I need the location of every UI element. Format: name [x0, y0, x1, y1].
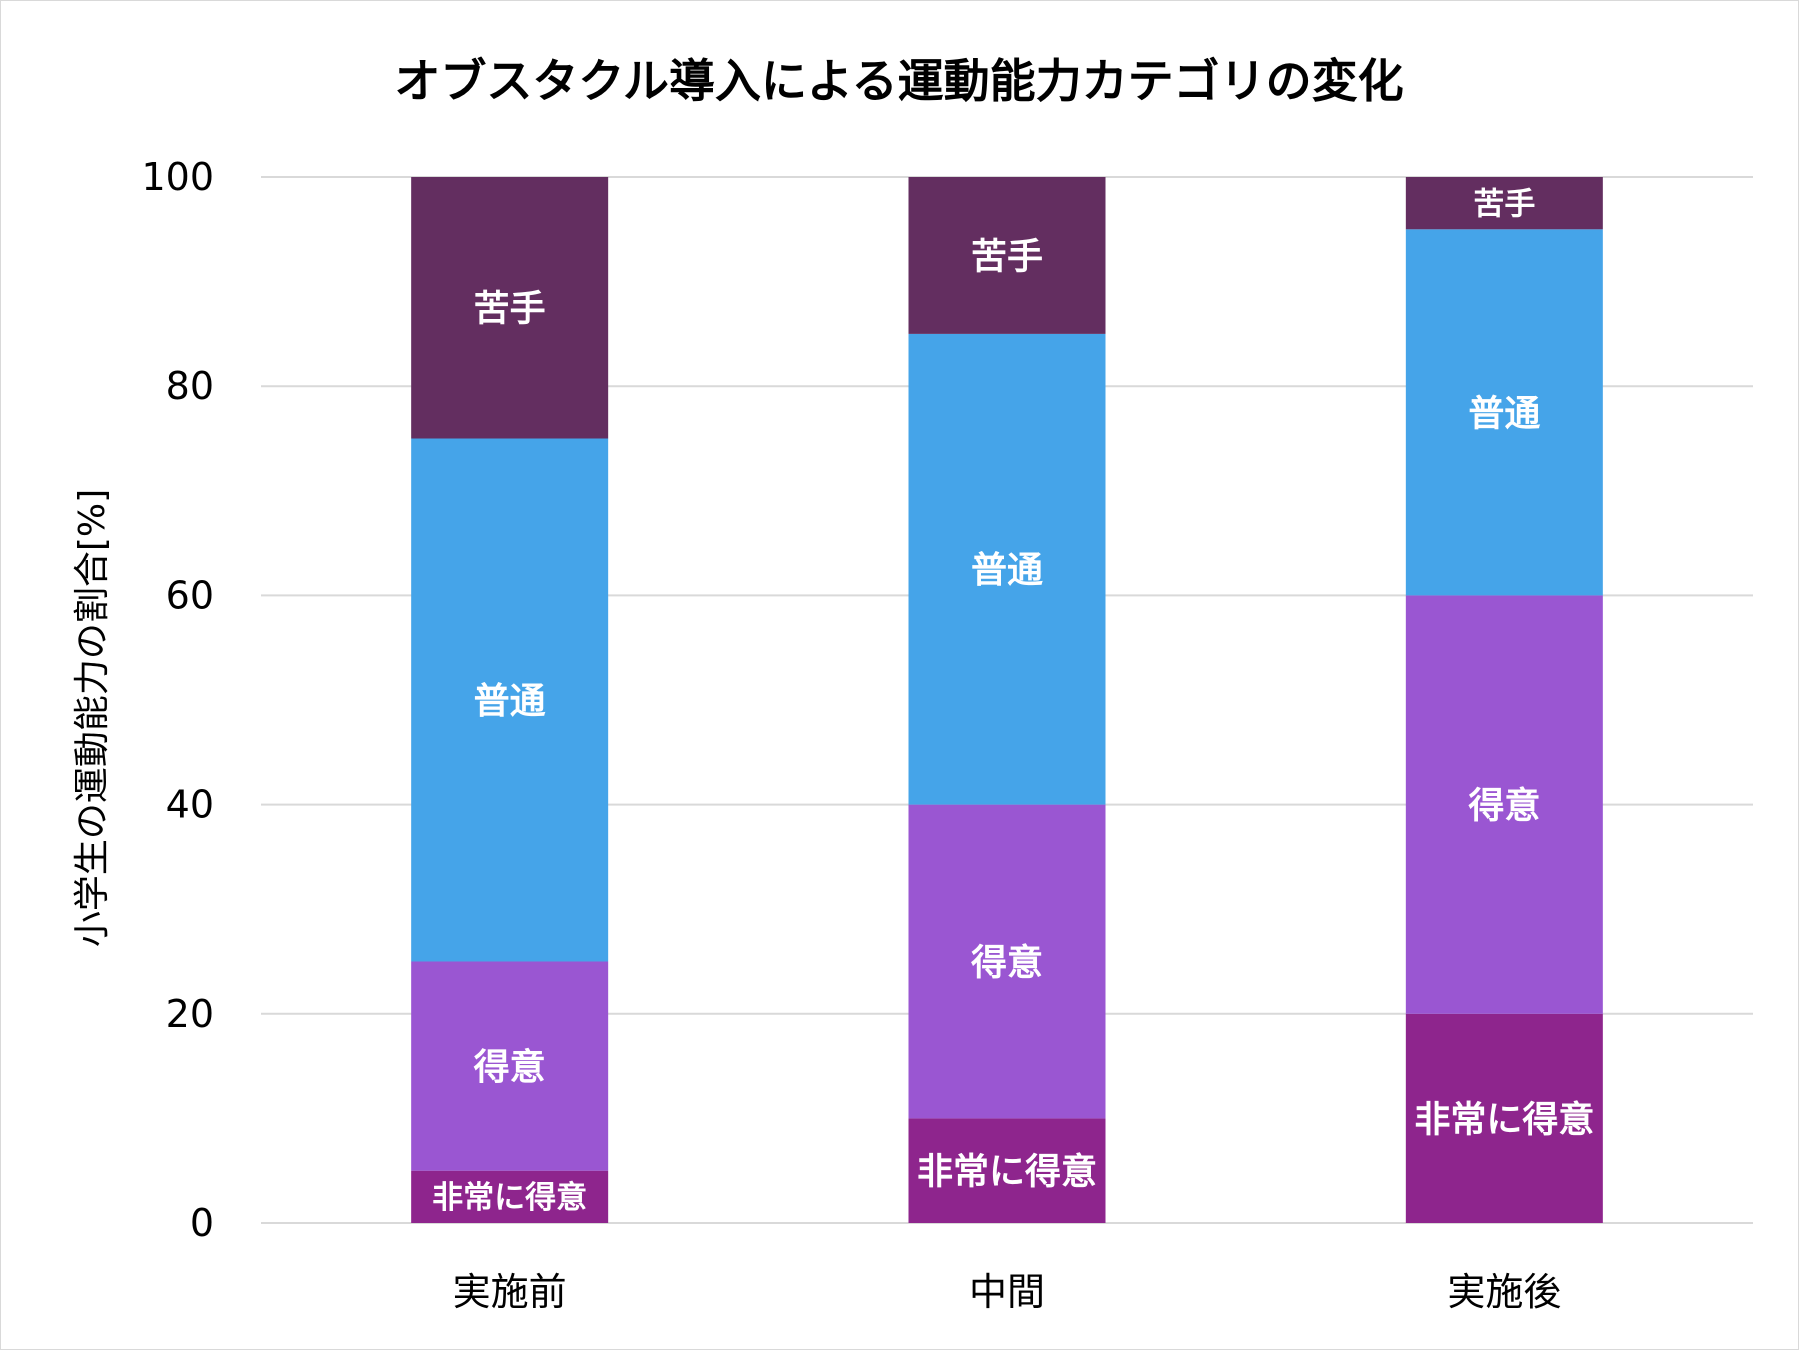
y-tick-label: 100 — [141, 155, 214, 199]
bar-segment — [908, 1118, 1106, 1223]
bar-segment — [411, 961, 609, 1171]
y-axis-label: 小学生の運動能力の割合[%] — [72, 489, 113, 947]
bar-segment — [1405, 177, 1603, 230]
segment-label: 普通 — [1468, 393, 1540, 434]
y-tick-label: 40 — [166, 783, 214, 827]
y-tick-label: 20 — [166, 992, 214, 1036]
segment-label: 普通 — [474, 681, 546, 722]
segment-label: 苦手 — [474, 289, 546, 330]
x-category-label: 実施前 — [453, 1270, 567, 1314]
x-category-label: 中間 — [969, 1270, 1045, 1314]
segment-label: 非常に得意 — [432, 1180, 587, 1216]
y-axis-ticks: 0 20 40 60 80 100 — [141, 155, 214, 1245]
y-tick-label: 80 — [166, 364, 214, 408]
segment-label: 苦手 — [971, 236, 1043, 277]
segment-label: 非常に得意 — [1414, 1099, 1594, 1140]
bar-segment — [1405, 229, 1603, 596]
bar-segment — [411, 438, 609, 962]
bar-segment — [908, 333, 1106, 805]
segment-label: 得意 — [474, 1047, 546, 1088]
segment-label: 得意 — [1468, 786, 1540, 827]
segment-label: 得意 — [971, 942, 1043, 983]
bars — [411, 177, 1603, 1223]
bar-segment — [411, 177, 609, 439]
x-axis-categories: 実施前 中間 実施後 — [453, 1270, 1562, 1314]
segment-label: 普通 — [971, 550, 1043, 591]
segment-label: 苦手 — [1473, 186, 1535, 222]
bar-segment — [411, 1170, 609, 1223]
segment-label: 非常に得意 — [917, 1152, 1097, 1193]
bar-segment — [1405, 1013, 1603, 1223]
y-tick-label: 0 — [190, 1201, 214, 1245]
chart-title: オブスタクル導入による運動能力カテゴリの変化 — [394, 54, 1403, 108]
bar-segment — [908, 177, 1106, 334]
x-category-label: 実施後 — [1447, 1270, 1561, 1314]
bar-segment — [1405, 595, 1603, 1014]
bar-segment — [908, 804, 1106, 1119]
y-tick-label: 60 — [166, 573, 214, 617]
